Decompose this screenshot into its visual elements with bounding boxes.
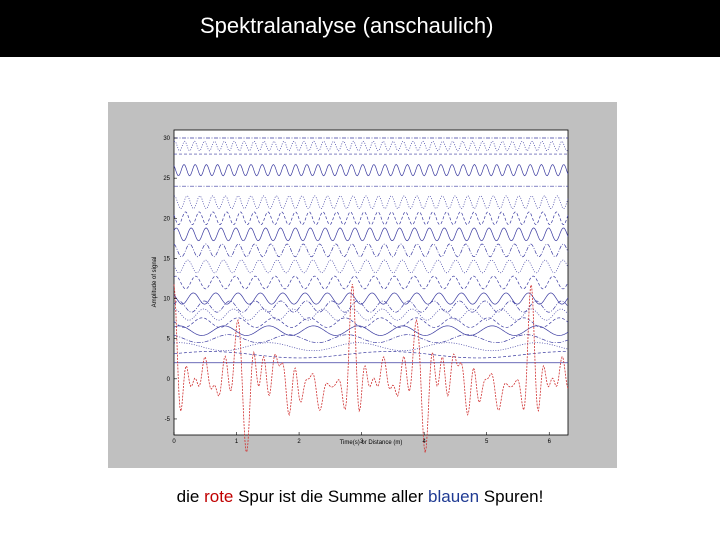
y-tick-label: 20: [163, 216, 170, 222]
blue-trace: [173, 317, 569, 328]
title-bar: Spektralanalyse (anschaulich): [0, 0, 720, 57]
caption-part-1: die: [176, 487, 205, 506]
y-tick-label: 10: [163, 297, 170, 303]
x-tick-label: 0: [172, 439, 176, 445]
x-axis-label: Time(s) or Distance (m): [340, 440, 403, 446]
x-tick-label: 5: [485, 439, 489, 445]
blue-trace: [173, 325, 569, 336]
blue-trace: [173, 259, 569, 274]
blue-trace: [173, 140, 569, 152]
x-tick-label: 2: [297, 439, 301, 445]
caption: die rote Spur ist die Summe aller blauen…: [0, 487, 720, 507]
spectral-plot: -5 0 5 10 15 20 25 30 0 1 2 3 4 5 6 Time(s) or Distan…: [152, 129, 569, 453]
blue-trace: [173, 227, 569, 242]
x-tick-label: 4: [422, 439, 426, 445]
blue-trace: [173, 351, 568, 359]
blue-trace: [173, 342, 569, 352]
blue-trace: [173, 292, 569, 305]
y-axis-label: Amplitude of signal: [152, 257, 158, 308]
slide-title: Spektralanalyse (anschaulich): [200, 13, 494, 38]
x-tick-group: 0 1 2 3 4 5 6: [172, 432, 552, 445]
blue-trace: [173, 300, 569, 313]
figure-panel: -5 0 5 10 15 20 25 30 0 1 2 3 4 5 6 Time(s) or Distan…: [108, 102, 617, 468]
x-tick-label: 3: [360, 439, 364, 445]
y-tick-group: -5 0 5 10 15 20 25 30: [163, 136, 177, 423]
y-tick-label: 15: [163, 256, 170, 262]
blue-trace: [173, 243, 569, 258]
red-trace: [173, 283, 569, 453]
blue-trace: [173, 164, 569, 177]
x-tick-label: 6: [548, 439, 552, 445]
y-tick-label: -5: [165, 417, 171, 423]
y-tick-label: 5: [167, 337, 171, 343]
x-tick-label: 1: [235, 439, 239, 445]
blue-trace: [173, 275, 569, 290]
plot-area: [173, 129, 569, 436]
caption-blue-word: blauen: [428, 487, 480, 506]
y-tick-label: 0: [167, 377, 171, 383]
blue-trace: [173, 334, 569, 344]
y-tick-label: 30: [163, 136, 170, 142]
trace-group: [173, 137, 569, 453]
y-tick-label: 25: [163, 176, 170, 182]
blue-trace: [173, 195, 569, 210]
caption-part-2: Spur ist die Summe aller: [233, 487, 429, 506]
caption-red-word: rote: [204, 487, 234, 506]
caption-part-3: Spuren!: [479, 487, 544, 506]
